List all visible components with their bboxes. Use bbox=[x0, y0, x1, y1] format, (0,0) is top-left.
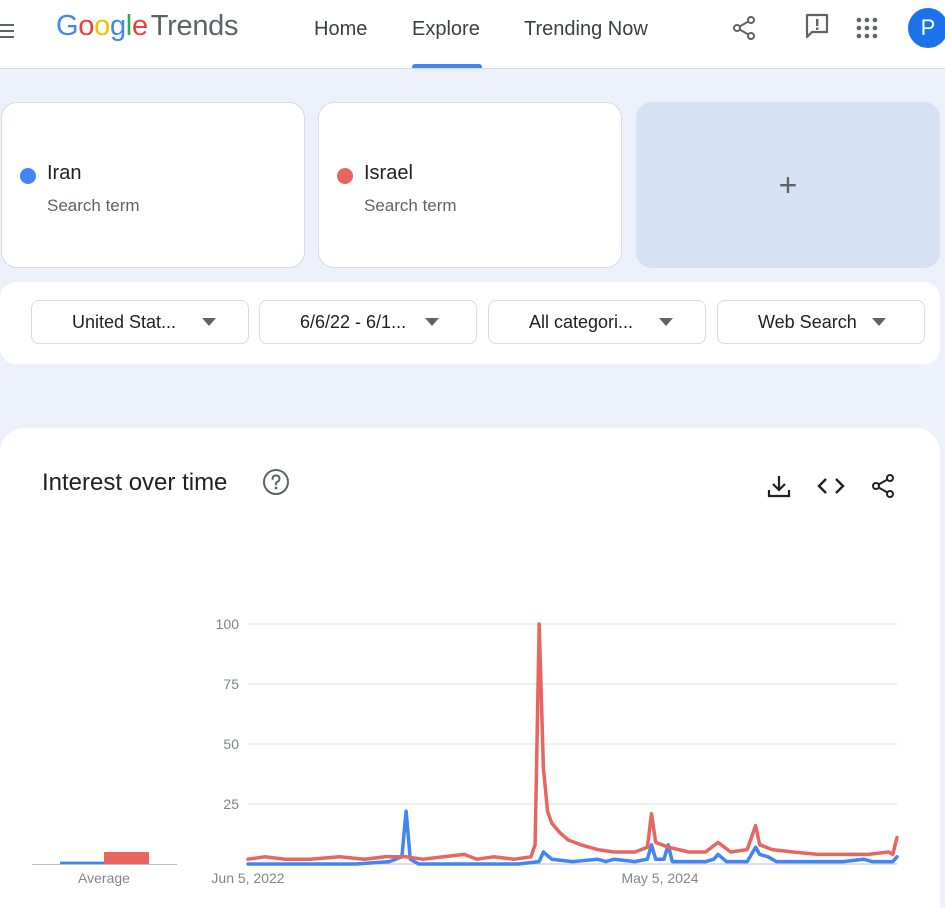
chevron-down-icon bbox=[202, 318, 216, 326]
interest-over-time-card: Interest over time 25 50 75 100 Jun 5, 2022 M… bbox=[0, 428, 940, 908]
interest-chart[interactable]: 25 50 75 100 Jun 5, 2022 May 5, 2024 Average bbox=[0, 428, 940, 897]
search-type-value: Web Search bbox=[758, 312, 857, 332]
feedback-button[interactable] bbox=[801, 10, 833, 42]
apps-icon bbox=[856, 17, 878, 39]
y-tick-label: 50 bbox=[223, 736, 239, 752]
embed-icon bbox=[817, 478, 845, 494]
y-tick-label: 75 bbox=[223, 676, 239, 692]
chart-title: Interest over time bbox=[42, 469, 228, 496]
help-icon[interactable] bbox=[262, 468, 290, 496]
apps-button[interactable] bbox=[851, 12, 883, 44]
region-dropdown[interactable]: United Stat... bbox=[31, 300, 249, 344]
top-bar: Google Trends Home Explore Trending Now P bbox=[0, 0, 945, 69]
menu-icon[interactable] bbox=[0, 19, 18, 43]
region-value: United Stat... bbox=[72, 312, 177, 332]
share-icon bbox=[733, 16, 755, 40]
chevron-down-icon bbox=[425, 318, 439, 326]
x-tick-label: Jun 5, 2022 bbox=[211, 870, 284, 886]
term-subtitle: Search term bbox=[47, 196, 140, 215]
y-tick-label: 25 bbox=[223, 796, 239, 812]
term-card-iran[interactable]: Iran Search term bbox=[1, 102, 305, 268]
term-name[interactable]: Iran bbox=[47, 162, 82, 184]
google-trends-logo[interactable]: Google Trends bbox=[56, 10, 239, 42]
term-card-israel[interactable]: Israel Search term bbox=[318, 102, 622, 268]
term-color-dot bbox=[20, 168, 36, 184]
feedback-icon bbox=[805, 13, 829, 39]
tab-explore[interactable]: Explore bbox=[412, 18, 480, 40]
share-button[interactable] bbox=[728, 12, 760, 44]
average-bar-iran[interactable] bbox=[60, 861, 105, 864]
account-avatar[interactable]: P bbox=[908, 8, 945, 48]
term-subtitle: Search term bbox=[364, 196, 457, 215]
chevron-down-icon bbox=[659, 318, 673, 326]
series-line-israel[interactable] bbox=[246, 622, 899, 861]
download-csv-button[interactable] bbox=[763, 470, 795, 502]
average-label: Average bbox=[78, 870, 130, 886]
term-color-dot bbox=[337, 168, 353, 184]
download-icon bbox=[767, 476, 791, 498]
series-line-iran[interactable] bbox=[246, 809, 899, 866]
active-tab-indicator bbox=[412, 64, 482, 68]
tab-trending-now[interactable]: Trending Now bbox=[524, 18, 648, 40]
y-tick-label: 100 bbox=[216, 616, 240, 632]
plus-icon: + bbox=[778, 166, 798, 203]
tab-home[interactable]: Home bbox=[314, 18, 368, 40]
category-value: All categori... bbox=[529, 312, 634, 332]
embed-button[interactable] bbox=[815, 470, 847, 502]
term-name[interactable]: Israel bbox=[364, 162, 413, 184]
add-comparison-button[interactable]: + bbox=[636, 102, 940, 268]
category-dropdown[interactable]: All categori... bbox=[488, 300, 706, 344]
chart-share-button[interactable] bbox=[867, 470, 899, 502]
search-type-dropdown[interactable]: Web Search bbox=[717, 300, 925, 344]
date-range-dropdown[interactable]: 6/6/22 - 6/1... bbox=[259, 300, 477, 344]
average-bar-israel[interactable] bbox=[104, 852, 149, 864]
filter-panel: United Stat... 6/6/22 - 6/1... All categ… bbox=[0, 282, 940, 364]
date-range-value: 6/6/22 - 6/1... bbox=[300, 312, 407, 332]
x-tick-label: May 5, 2024 bbox=[621, 870, 698, 886]
share-icon bbox=[872, 474, 894, 498]
chevron-down-icon bbox=[872, 318, 886, 326]
